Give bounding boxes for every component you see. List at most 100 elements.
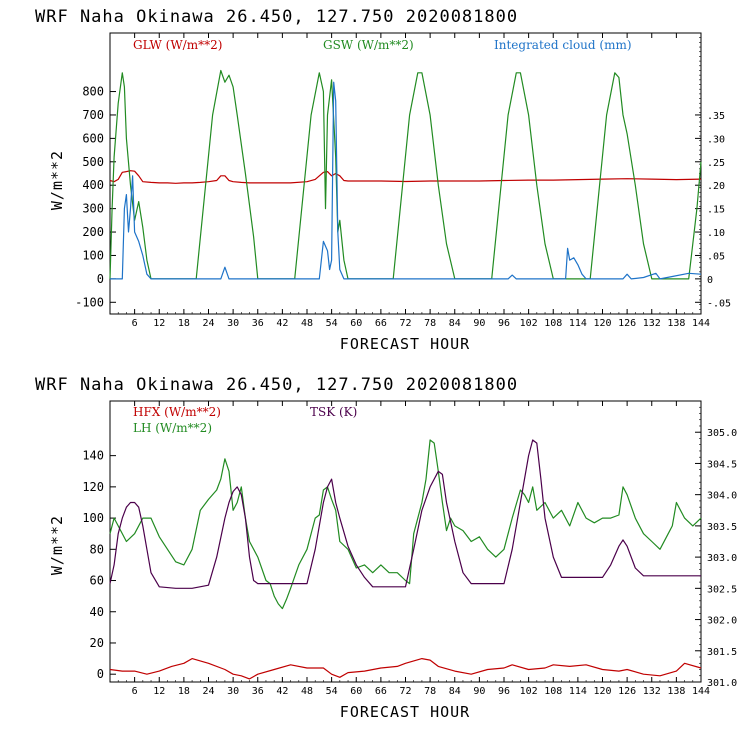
bottom-series-tsk [109,439,701,589]
bottom-y-tick-label: 140 [82,449,104,463]
top-x-tick-label: 36 [252,318,264,329]
bottom-x-tick-label: 138 [667,686,685,697]
top-series-gsw [109,69,702,280]
top-y-tick-label: -100 [75,295,104,309]
bottom-y-tick-label: 80 [90,542,104,556]
legend-hfx: HFX (W/m**2) [133,405,221,419]
top-x-tick-label: 24 [202,318,214,329]
top-x-tick-label: 54 [326,318,338,329]
bottom-x-tick-label: 132 [643,686,661,697]
bottom-x-tick-label: 120 [593,686,611,697]
bottom-y2-tick-label: 301.0 [707,678,737,689]
top-y2-tick-label: .05 [707,251,725,262]
bottom-x-axis-label: FORECAST HOUR [340,703,470,721]
bottom-y2-tick-label: 304.5 [707,459,737,470]
bottom-x-tick-label: 102 [520,686,538,697]
bottom-y2-tick-label: 303.0 [707,553,737,564]
top-x-tick-label: 18 [178,318,190,329]
top-x-tick-label: 102 [520,318,538,329]
bottom-y-tick-label: 0 [97,667,104,681]
top-x-tick-label: 144 [692,318,710,329]
top-y-tick-label: 700 [82,108,104,122]
bottom-y-axis-label: W/m**2 [48,515,66,575]
top-y2-tick-label: .10 [707,228,725,239]
legend-lh: LH (W/m**2) [133,421,212,435]
bottom-chart-title: WRF Naha Okinawa 26.450, 127.750 2020081… [35,375,518,395]
top-y2-tick-label: .25 [707,158,725,169]
bottom-y-tick-label: 100 [82,511,104,525]
bottom-y2-tick-label: 302.0 [707,616,737,627]
bottom-y-tick-label: 120 [82,480,104,494]
top-y2-tick-label: 0 [707,275,713,286]
top-x-tick-label: 108 [544,318,562,329]
top-x-tick-label: 42 [276,318,288,329]
top-x-tick-label: 78 [424,318,436,329]
bottom-x-tick-label: 126 [618,686,636,697]
bottom-y2-tick-label: 305.0 [707,428,737,439]
top-x-tick-label: 138 [667,318,685,329]
top-y2-tick-label: .15 [707,205,725,216]
top-x-tick-label: 126 [618,318,636,329]
top-chart: WRF Naha Okinawa 26.450, 127.750 2020081… [35,7,731,353]
bottom-x-tick-label: 144 [692,686,710,697]
top-x-tick-label: 84 [449,318,461,329]
bottom-x-tick-label: 72 [399,686,411,697]
bottom-plot-frame [109,400,702,683]
top-y-tick-label: 800 [82,85,104,99]
legend-gsw: GSW (W/m**2) [323,38,414,52]
bottom-y2-tick-label: 303.5 [707,522,737,533]
top-x-tick-label: 30 [227,318,239,329]
bottom-x-tick-label: 78 [424,686,436,697]
top-x-tick-label: 114 [569,318,587,329]
bottom-x-tick-label: 12 [153,686,165,697]
top-y-axis-label: W/m**2 [48,150,66,210]
bottom-x-tick-label: 6 [132,686,138,697]
bottom-y-tick-label: 40 [90,605,104,619]
legend-glw: GLW (W/m**2) [133,38,222,52]
top-x-axis-label: FORECAST HOUR [340,335,470,353]
bottom-chart: WRF Naha Okinawa 26.450, 127.750 2020081… [35,375,737,721]
bottom-series-lh [109,439,702,610]
top-y-tick-label: 100 [82,248,104,262]
bottom-series-hfx [109,657,702,680]
bottom-x-tick-label: 36 [252,686,264,697]
top-y-tick-label: 200 [82,225,104,239]
bottom-x-tick-label: 42 [276,686,288,697]
bottom-x-tick-label: 48 [301,686,313,697]
top-x-tick-label: 132 [643,318,661,329]
bottom-x-tick-label: 30 [227,686,239,697]
top-y-tick-label: 500 [82,155,104,169]
top-series-glw [109,170,702,184]
top-y2-tick-label: .35 [707,111,725,122]
top-y2-tick-label: .20 [707,181,725,192]
top-x-tick-label: 48 [301,318,313,329]
top-series-integrated [110,81,702,280]
top-x-tick-label: 120 [593,318,611,329]
top-chart-title: WRF Naha Okinawa 26.450, 127.750 2020081… [35,7,518,27]
top-x-tick-label: 60 [350,318,362,329]
top-x-tick-label: 72 [399,318,411,329]
top-x-tick-label: 90 [473,318,485,329]
bottom-x-tick-label: 90 [473,686,485,697]
bottom-x-tick-label: 24 [202,686,214,697]
bottom-x-tick-label: 114 [569,686,587,697]
legend-tsk: TSK (K) [310,405,357,419]
top-y-tick-label: 600 [82,131,104,145]
bottom-y-tick-label: 60 [90,574,104,588]
bottom-x-tick-label: 84 [449,686,461,697]
bottom-x-tick-label: 60 [350,686,362,697]
top-y-tick-label: 300 [82,202,104,216]
bottom-x-tick-label: 54 [326,686,338,697]
top-x-tick-label: 66 [375,318,387,329]
top-y2-tick-label: .30 [707,134,725,145]
top-x-tick-label: 12 [153,318,165,329]
bottom-x-tick-label: 96 [498,686,510,697]
legend-integrated-cloud: Integrated cloud (mm) [494,38,632,52]
bottom-x-tick-label: 66 [375,686,387,697]
bottom-y2-tick-label: 302.5 [707,584,737,595]
bottom-y2-tick-label: 301.5 [707,647,737,658]
bottom-x-tick-label: 18 [178,686,190,697]
top-y2-tick-label: -.05 [707,298,731,309]
bottom-y-tick-label: 20 [90,636,104,650]
